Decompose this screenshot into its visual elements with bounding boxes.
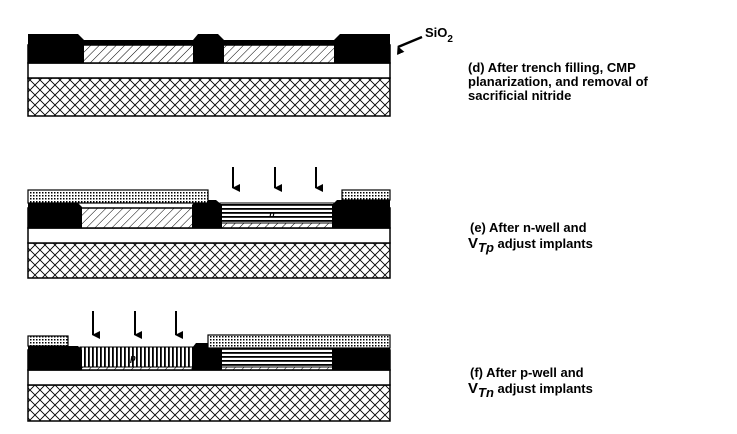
- caption-f-line1: (f) After p-well and: [470, 365, 584, 380]
- photoresist-left: [27, 335, 69, 347]
- sio2-pointer: [397, 35, 423, 55]
- trench-oxide-right: [332, 343, 390, 370]
- caption-e-line2: VTp adjust implants: [468, 235, 593, 255]
- epi-layer: [27, 227, 391, 244]
- caption-f-line2: VTn adjust implants: [468, 380, 593, 400]
- caption-d-line1: (d) After trench filling, CMP: [468, 60, 636, 75]
- n-well-implant: [219, 346, 335, 368]
- photoresist-right: [207, 334, 391, 349]
- substrate: [27, 242, 391, 279]
- panel-e: n: [27, 167, 391, 279]
- panel-d: SiO2: [27, 25, 453, 117]
- sio2-label: SiO2: [425, 25, 453, 45]
- caption-d-line3: sacrificial nitride: [468, 88, 571, 103]
- thin-oxide: [84, 40, 334, 45]
- p-well-implant: [79, 346, 195, 368]
- trench-oxide-center: [193, 34, 224, 63]
- photoresist-right: [341, 189, 391, 201]
- n-well-implant: [219, 202, 335, 224]
- substrate: [27, 384, 391, 422]
- trench-oxide-left: [28, 203, 82, 228]
- photoresist-left: [27, 189, 209, 204]
- trench-oxide-center: [192, 343, 222, 370]
- p-region-label: p: [129, 353, 136, 363]
- epi-layer: [27, 369, 391, 386]
- n-region-label: n: [269, 209, 275, 219]
- trench-oxide-right: [332, 200, 390, 228]
- caption-e-line1: (e) After n-well and: [470, 220, 587, 235]
- trench-oxide-left: [28, 34, 84, 63]
- trench-oxide-right: [334, 34, 390, 63]
- substrate: [27, 77, 391, 117]
- epi-layer: [27, 62, 391, 79]
- caption-d-line2: planarization, and removal of: [468, 74, 649, 89]
- trench-oxide-left: [28, 346, 82, 370]
- panel-f: p: [27, 311, 391, 422]
- trench-oxide-center: [192, 200, 222, 228]
